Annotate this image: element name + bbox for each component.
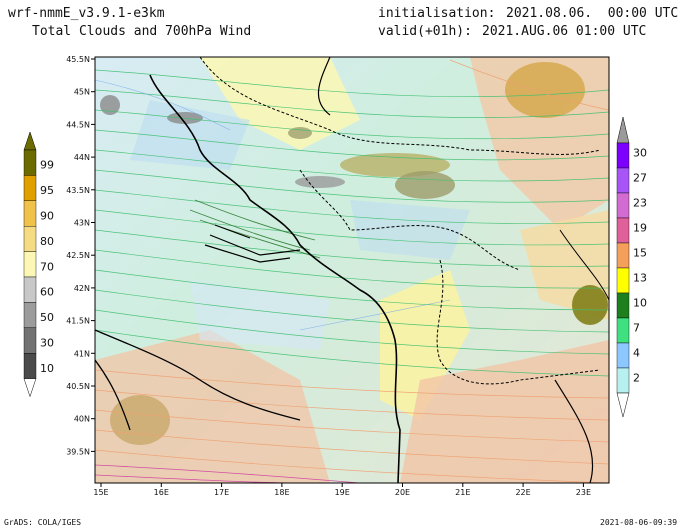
lon-tick-label: 21E xyxy=(455,488,470,497)
wind-colorbar-swatch xyxy=(616,367,630,394)
footer-timestamp: 2021-08-06-09:39 xyxy=(600,518,678,527)
valid-value: 2021.AUG.06 01:00 UTC xyxy=(482,24,647,39)
cloud-colorbar-swatch xyxy=(23,251,37,278)
lon-tick-label: 20E xyxy=(395,488,410,497)
cloud-colorbar-swatch xyxy=(23,302,37,328)
wind-colorbar-swatch xyxy=(616,217,630,244)
wind-colorbar-swatch xyxy=(616,242,630,269)
lat-tick-label: 40N xyxy=(74,415,90,424)
wind-colorbar-swatch xyxy=(616,167,630,194)
cloud-colorbar: 99 95 90 80 70 60 50 30 10 xyxy=(23,131,54,398)
wind-colorbar-label: 30 xyxy=(633,147,647,160)
wind-colorbar-swatch xyxy=(616,342,630,369)
cloud-colorbar-swatch xyxy=(23,225,37,252)
lon-tick-label: 19E xyxy=(335,488,350,497)
lat-tick-label: 42.5N xyxy=(66,251,90,260)
lat-tick-label: 44.5N xyxy=(66,120,90,129)
cloud-colorbar-swatch xyxy=(23,149,37,176)
product-title: Total Clouds and 700hPa Wind xyxy=(32,24,252,39)
lat-tick-label: 44N xyxy=(74,153,90,162)
lat-tick-label: 41.5N xyxy=(66,317,90,326)
longitude-axis: 15E 16E 17E 18E 19E 20E 21E 22E 23E xyxy=(93,483,591,497)
lat-tick-label: 39.5N xyxy=(66,447,90,456)
lat-tick-label: 43N xyxy=(74,219,90,228)
cloud-colorbar-bottom-arrow xyxy=(23,378,37,398)
wind-colorbar-label: 13 xyxy=(633,272,647,285)
cloud-colorbar-label: 90 xyxy=(40,210,54,223)
lon-tick-label: 23E xyxy=(576,488,591,497)
wind-colorbar-label: 10 xyxy=(633,297,647,310)
cloud-colorbar-swatch xyxy=(23,175,37,201)
wind-colorbar-swatch xyxy=(616,267,630,294)
lat-tick-label: 42N xyxy=(74,284,90,293)
cloud-colorbar-top-arrow xyxy=(23,131,37,151)
cloud-colorbar-swatch xyxy=(23,276,37,303)
init-label: initialisation: xyxy=(378,6,496,21)
cloud-colorbar-label: 60 xyxy=(40,286,54,299)
valid-label: valid(+01h): xyxy=(378,24,472,39)
init-value: 2021.08.06. 00:00 UTC xyxy=(506,6,679,21)
lon-tick-label: 17E xyxy=(214,488,229,497)
cloud-colorbar-swatch xyxy=(23,327,37,354)
lon-tick-label: 22E xyxy=(515,488,530,497)
cloud-colorbar-label: 30 xyxy=(40,337,54,350)
wind-colorbar-label: 15 xyxy=(633,247,647,260)
wind-colorbar-swatch xyxy=(616,142,630,169)
wind-colorbar: 30 27 23 19 15 13 10 7 4 2 xyxy=(616,116,647,418)
cloud-colorbar-label: 95 xyxy=(40,184,54,197)
wind-colorbar-swatch xyxy=(616,192,630,219)
footer-credit: GrADS: COLA/IGES xyxy=(4,518,82,527)
lat-tick-label: 40.5N xyxy=(66,382,90,391)
cloud-colorbar-swatch xyxy=(23,200,37,227)
lat-tick-label: 45N xyxy=(74,88,90,97)
cloud-colorbar-label: 99 xyxy=(40,159,54,172)
wind-colorbar-top-arrow xyxy=(616,116,630,144)
wind-colorbar-label: 27 xyxy=(633,172,647,185)
lon-tick-label: 15E xyxy=(93,488,108,497)
wind-colorbar-label: 2 xyxy=(633,372,640,385)
wind-colorbar-label: 19 xyxy=(633,222,647,235)
wind-colorbar-swatch xyxy=(616,317,630,344)
model-title: wrf-nmmE_v3.9.1-e3km xyxy=(8,6,165,21)
lon-tick-label: 18E xyxy=(274,488,289,497)
lon-tick-label: 16E xyxy=(154,488,169,497)
latitude-axis: 45.5N 45N 44.5N 44N 43.5N 43N 42.5N 42N 41.5N 41N… xyxy=(66,55,95,456)
lat-tick-label: 41N xyxy=(74,349,90,358)
cloud-colorbar-swatch xyxy=(23,353,37,379)
wind-colorbar-label: 23 xyxy=(633,197,647,210)
map-panel xyxy=(95,57,609,483)
cloud-colorbar-label: 80 xyxy=(40,235,54,248)
wind-colorbar-bottom-arrow xyxy=(616,392,630,418)
lat-tick-label: 43.5N xyxy=(66,186,90,195)
cloud-colorbar-label: 50 xyxy=(40,311,54,324)
wind-colorbar-label: 7 xyxy=(633,322,640,335)
lat-tick-label: 45.5N xyxy=(66,55,90,64)
wind-colorbar-label: 4 xyxy=(633,347,640,360)
cloud-colorbar-label: 70 xyxy=(40,260,54,273)
cloud-colorbar-label: 10 xyxy=(40,362,54,375)
wind-colorbar-swatch xyxy=(616,292,630,319)
